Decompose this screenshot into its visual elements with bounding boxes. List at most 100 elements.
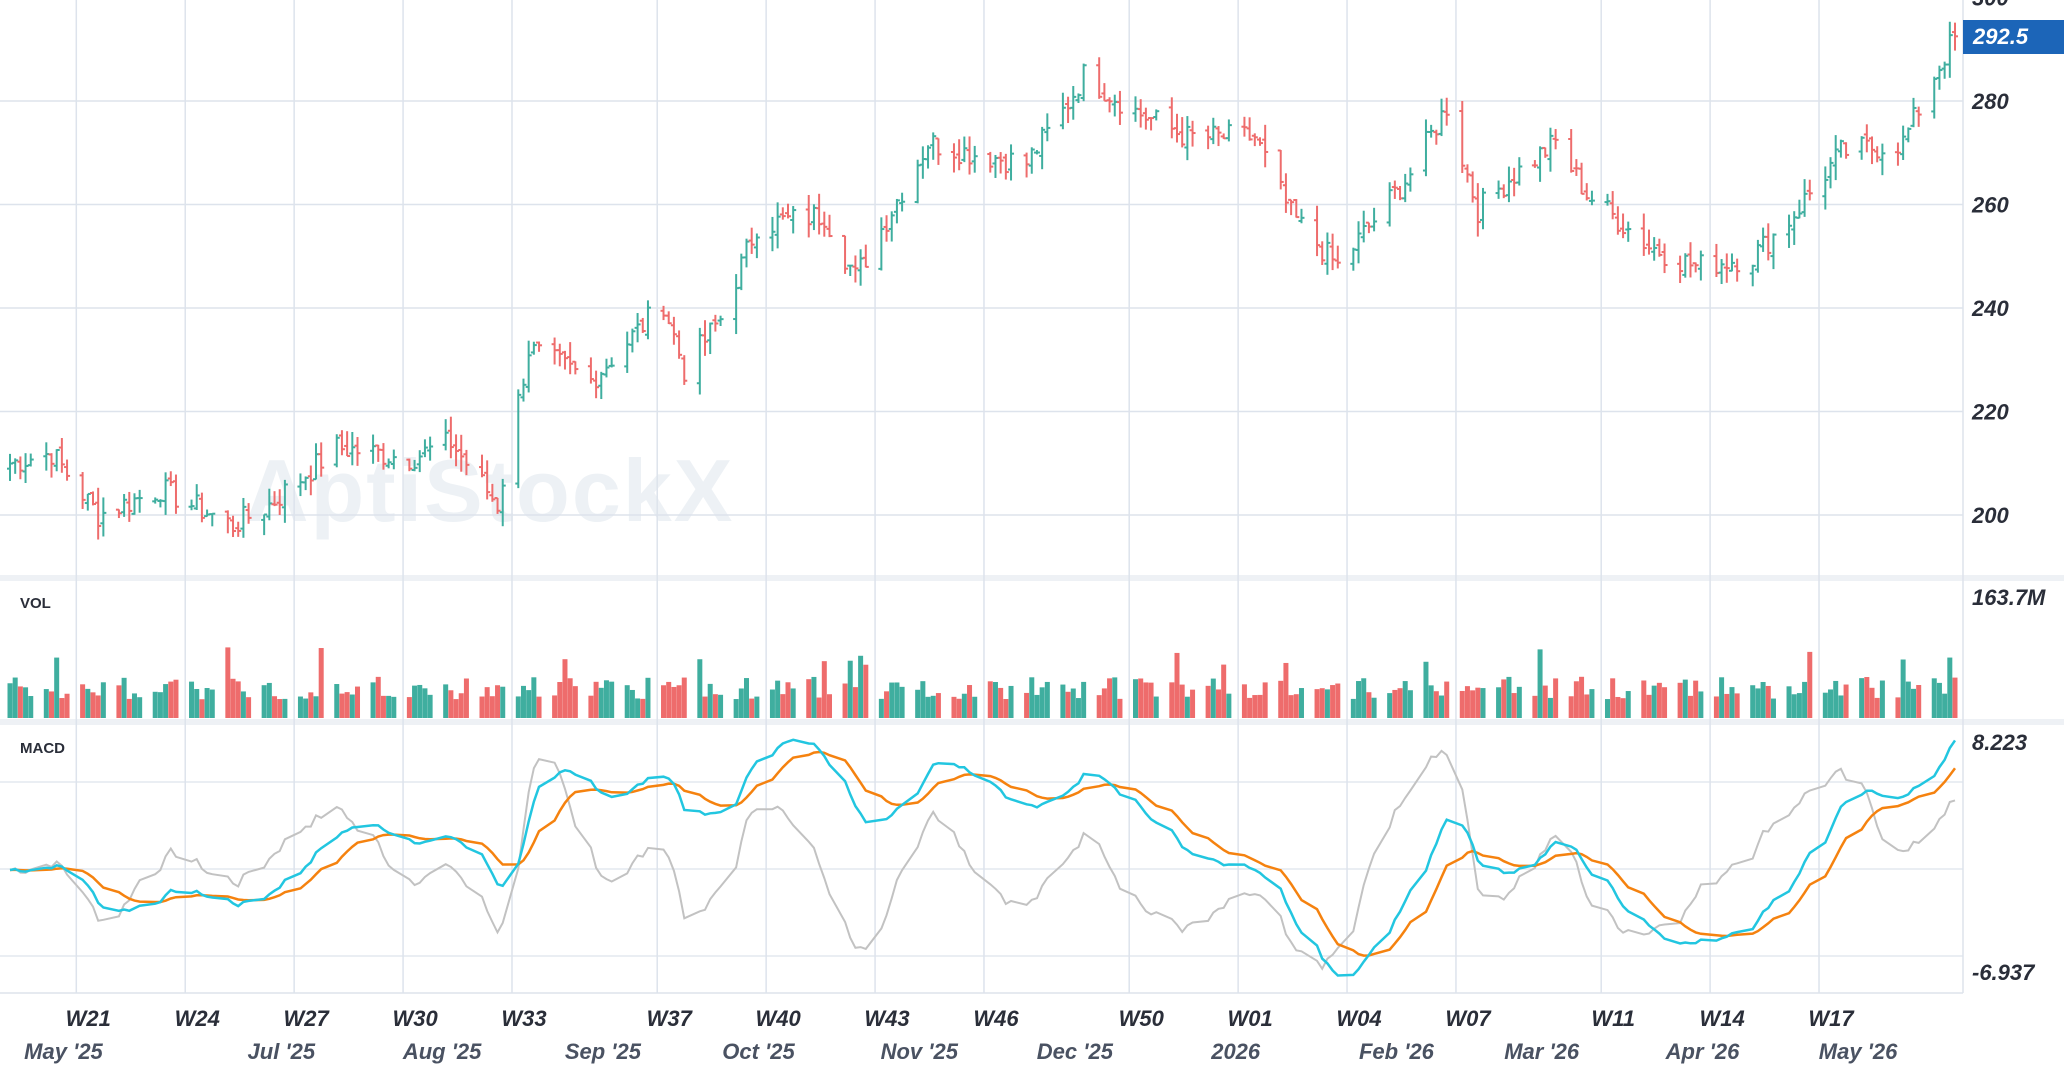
- month-label: Feb '26: [1359, 1039, 1435, 1064]
- volume-bar: [1252, 695, 1258, 718]
- volume-bar: [733, 699, 739, 718]
- volume-bar: [1444, 681, 1450, 718]
- volume-bar: [878, 698, 884, 718]
- volume-bar: [1719, 677, 1725, 718]
- volume-bar: [536, 696, 542, 718]
- volume-bar: [225, 647, 231, 718]
- volume-bar: [640, 698, 646, 718]
- volume-bar: [1366, 692, 1372, 718]
- volume-bar: [1397, 688, 1403, 718]
- volume-bar: [272, 696, 278, 718]
- volume-bar: [1314, 689, 1320, 718]
- month-label: Nov '25: [881, 1039, 959, 1064]
- volume-bar: [349, 694, 355, 718]
- volume-bar: [1330, 685, 1336, 718]
- month-label: Mar '26: [1504, 1039, 1580, 1064]
- volume-bar: [303, 698, 309, 718]
- volume-bar: [894, 682, 900, 718]
- volume-bar: [1257, 694, 1263, 718]
- volume-bar: [375, 676, 381, 718]
- volume-bar: [23, 687, 29, 718]
- volume-bar: [785, 682, 791, 718]
- volume-bar: [1604, 699, 1610, 718]
- volume-bar: [1205, 685, 1211, 718]
- volume-bar: [1101, 688, 1107, 718]
- volume-bar: [967, 685, 973, 718]
- volume-bar: [1589, 689, 1595, 718]
- volume-bar: [567, 678, 573, 718]
- volume-bar: [645, 677, 651, 718]
- volume-bar: [240, 691, 246, 718]
- volume-bar: [1024, 692, 1030, 718]
- volume-bar: [1070, 688, 1076, 718]
- volume-bar: [842, 683, 848, 718]
- volume-bar: [697, 659, 703, 718]
- y-tick-label: 200: [1971, 503, 2009, 528]
- volume-bar: [1895, 697, 1901, 718]
- volume-bar: [1496, 687, 1502, 718]
- month-label: May '26: [1819, 1039, 1898, 1064]
- volume-bar: [386, 695, 392, 718]
- volume-bar: [163, 684, 169, 718]
- volume-bar: [1169, 682, 1175, 718]
- volume-bar: [629, 689, 635, 718]
- volume-bar: [1615, 696, 1621, 718]
- volume-bar: [1501, 679, 1507, 718]
- volume-bar: [1288, 695, 1294, 718]
- volume-bar: [1942, 693, 1948, 718]
- volume-bar: [884, 691, 890, 718]
- volume-bar: [17, 686, 23, 718]
- volume-bar: [64, 693, 70, 718]
- volume-bar: [531, 677, 537, 718]
- volume-bar: [500, 686, 506, 718]
- volume-bar: [1796, 693, 1802, 718]
- week-label: W21: [66, 1006, 111, 1031]
- volume-bar: [7, 683, 13, 718]
- volume-bar: [1044, 681, 1050, 718]
- week-label: W01: [1227, 1006, 1272, 1031]
- volume-bar: [246, 697, 252, 718]
- week-label: W04: [1336, 1006, 1381, 1031]
- macd-line: [9, 738, 1957, 977]
- volume-bar: [1760, 682, 1766, 718]
- volume-bar: [1350, 698, 1356, 718]
- volume-bar: [790, 688, 796, 718]
- volume-bar: [1428, 685, 1434, 718]
- volume-bar: [1869, 687, 1875, 718]
- volume-bar: [935, 693, 941, 718]
- volume-bar: [458, 693, 464, 718]
- volume-bar: [666, 681, 672, 718]
- volume-bar: [806, 679, 812, 718]
- volume-bar: [80, 684, 86, 718]
- volume-bar: [1625, 691, 1631, 718]
- volume-bar: [1439, 695, 1445, 718]
- volume-bar: [1107, 678, 1113, 718]
- volume-bar: [100, 682, 106, 718]
- month-label: Dec '25: [1037, 1039, 1114, 1064]
- volume-bar: [1480, 688, 1486, 718]
- volume-bar: [59, 698, 65, 718]
- volume-bar: [489, 696, 495, 718]
- volume-bar: [1392, 689, 1398, 718]
- volume-bar: [961, 693, 967, 718]
- volume-bar: [1641, 680, 1647, 718]
- volume-bar: [479, 696, 485, 718]
- volume-bar: [681, 677, 687, 718]
- volume-bar: [702, 696, 708, 718]
- volume-bar: [1293, 694, 1299, 718]
- volume-bar: [1755, 688, 1761, 718]
- volume-bar: [1081, 681, 1087, 718]
- volume-bar: [858, 655, 864, 718]
- volume-bar: [1724, 693, 1730, 718]
- volume-bar: [889, 682, 895, 718]
- volume-bar: [1952, 677, 1958, 718]
- volume-bar: [520, 685, 526, 718]
- volume-bar: [671, 686, 677, 718]
- volume-bar: [168, 681, 174, 718]
- volume-bar: [1096, 695, 1102, 718]
- volume-bar: [1459, 690, 1465, 718]
- volume-bar: [1464, 686, 1470, 718]
- volume-bar: [1475, 687, 1481, 718]
